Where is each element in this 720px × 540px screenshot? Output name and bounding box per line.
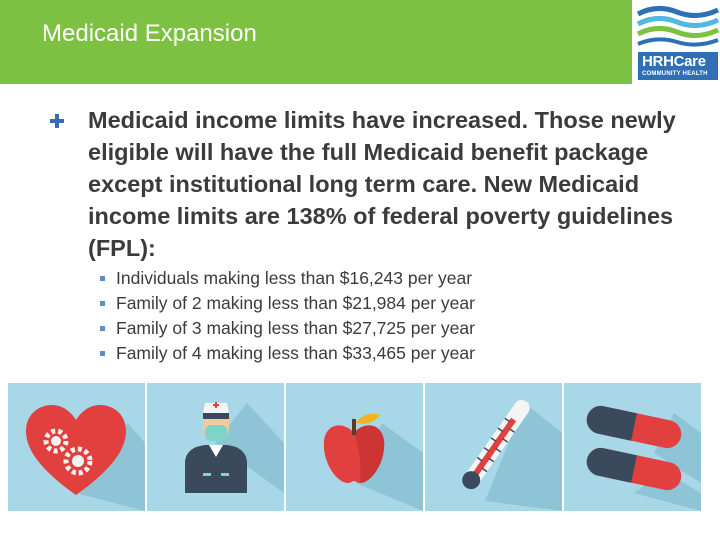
pills-icon bbox=[586, 405, 701, 511]
tile-heart bbox=[8, 383, 145, 511]
list-item: Family of 3 making less than $27,725 per… bbox=[100, 316, 475, 341]
list-item: Family of 4 making less than $33,465 per… bbox=[100, 341, 475, 366]
plus-bullet-icon bbox=[50, 114, 64, 128]
hrhcare-logo: HRHCare COMMUNITY HEALTH bbox=[632, 0, 720, 84]
slide-title: Medicaid Expansion bbox=[42, 20, 257, 47]
logo-waves-icon bbox=[636, 6, 720, 47]
square-bullet-icon bbox=[100, 301, 105, 306]
tile-thermometer bbox=[425, 383, 562, 511]
tile-pills bbox=[564, 383, 701, 511]
list-item-text: Family of 3 making less than $27,725 per… bbox=[116, 318, 475, 338]
slide-header: Medicaid Expansion HRHCare COMMUNITY HEA… bbox=[0, 0, 720, 84]
thermometer-icon bbox=[462, 400, 562, 511]
list-item: Family of 2 making less than $21,984 per… bbox=[100, 291, 475, 316]
list-item-text: Family of 4 making less than $33,465 per… bbox=[116, 343, 475, 363]
heart-gears-icon bbox=[26, 405, 145, 511]
list-item-text: Individuals making less than $16,243 per… bbox=[116, 268, 473, 288]
logo-tagline: COMMUNITY HEALTH bbox=[642, 71, 708, 77]
logo-name: HRHCare bbox=[642, 53, 706, 70]
apple-icon bbox=[323, 413, 423, 511]
square-bullet-icon bbox=[100, 276, 105, 281]
tile-apple bbox=[286, 383, 423, 511]
list-item-text: Family of 2 making less than $21,984 per… bbox=[116, 293, 475, 313]
main-paragraph: Medicaid income limits have increased. T… bbox=[88, 107, 676, 261]
tile-nurse bbox=[147, 383, 284, 511]
nurse-icon bbox=[185, 402, 284, 493]
logo-text-box: HRHCare COMMUNITY HEALTH bbox=[638, 52, 718, 80]
square-bullet-icon bbox=[100, 351, 105, 356]
income-limits-list: Individuals making less than $16,243 per… bbox=[100, 266, 475, 366]
square-bullet-icon bbox=[100, 326, 105, 331]
list-item: Individuals making less than $16,243 per… bbox=[100, 266, 475, 291]
